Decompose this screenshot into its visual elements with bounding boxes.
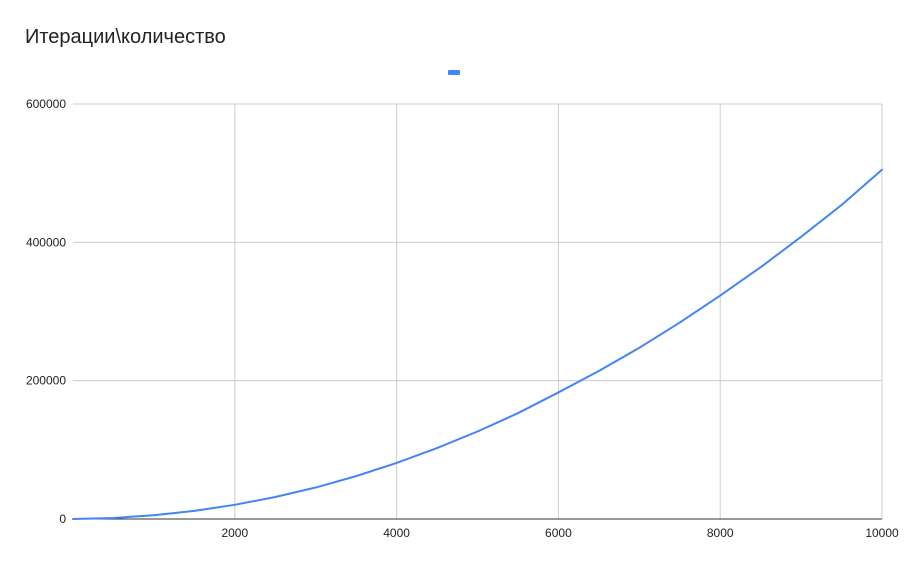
x-tick-label: 2000 <box>221 526 248 540</box>
x-tick-label: 10000 <box>865 526 899 540</box>
y-tick-label: 400000 <box>26 235 66 249</box>
x-tick-label: 6000 <box>545 526 572 540</box>
y-tick-label: 0 <box>59 512 66 526</box>
series-line <box>72 168 883 520</box>
grid-layer <box>73 103 883 519</box>
y-tick-label: 600000 <box>26 97 66 111</box>
y-tick-label: 200000 <box>26 374 66 388</box>
chart-title: Итерации\количество <box>25 26 226 48</box>
tick-label-layer: 0 200000 400000 600000 2000 4000 6000 8000 10000 <box>26 97 899 540</box>
legend-swatch <box>448 70 460 75</box>
x-tick-label: 4000 <box>383 526 410 540</box>
series-layer <box>72 168 883 520</box>
x-tick-label: 8000 <box>707 526 734 540</box>
